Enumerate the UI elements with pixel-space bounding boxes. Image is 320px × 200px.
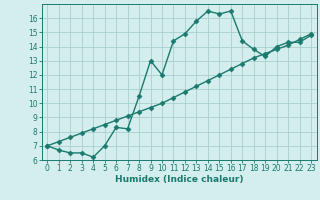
X-axis label: Humidex (Indice chaleur): Humidex (Indice chaleur): [115, 175, 244, 184]
